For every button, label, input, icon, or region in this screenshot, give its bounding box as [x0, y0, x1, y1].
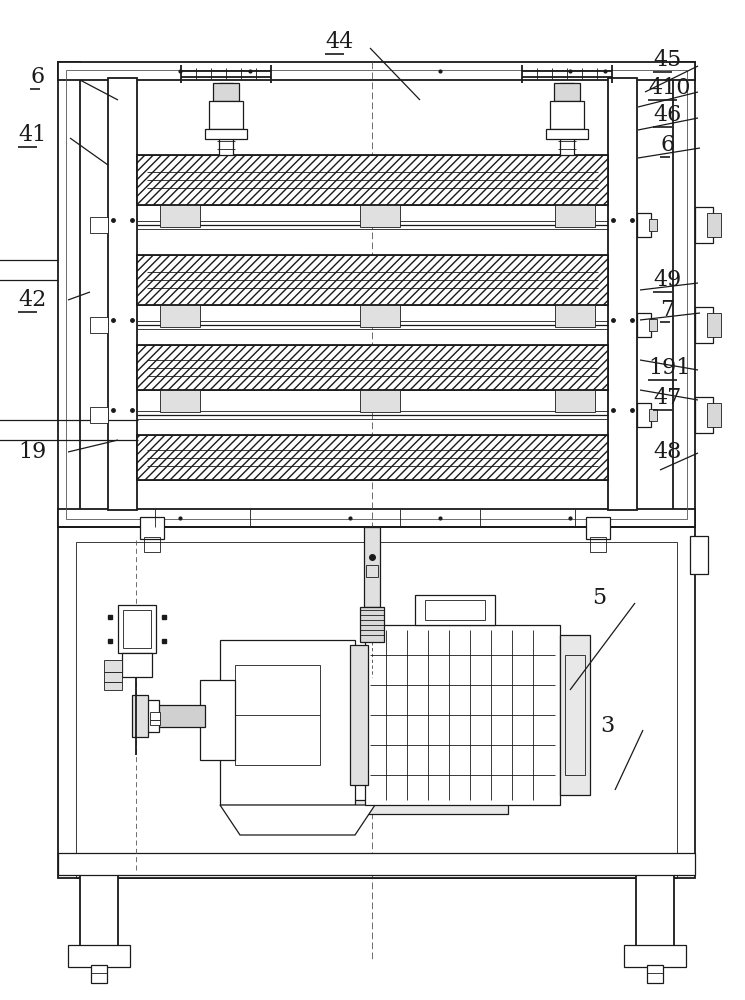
Bar — [238, 800, 508, 814]
Text: 49: 49 — [653, 269, 681, 291]
Bar — [360, 205, 400, 227]
Bar — [637, 213, 651, 237]
Bar — [160, 390, 200, 412]
Bar — [590, 537, 606, 552]
Text: 19: 19 — [18, 441, 46, 463]
Bar — [366, 565, 378, 577]
Bar — [90, 317, 108, 333]
Text: 47: 47 — [653, 387, 681, 409]
Bar — [586, 517, 610, 539]
Bar — [137, 255, 608, 305]
Bar — [637, 313, 651, 337]
Bar — [150, 712, 160, 720]
Bar — [91, 965, 107, 983]
Bar — [58, 853, 695, 875]
Bar — [118, 605, 156, 653]
Bar — [137, 345, 608, 390]
Bar — [707, 213, 721, 237]
Bar — [155, 705, 205, 727]
Bar — [219, 83, 233, 155]
Bar — [555, 205, 595, 227]
Bar — [695, 307, 713, 343]
Bar — [66, 70, 687, 519]
Bar — [649, 319, 657, 331]
Bar — [360, 607, 384, 642]
Bar — [76, 542, 677, 878]
Bar — [649, 409, 657, 421]
Text: 7: 7 — [660, 299, 674, 321]
Bar — [690, 536, 708, 574]
Bar — [200, 680, 235, 760]
Bar — [364, 527, 380, 607]
Bar — [150, 720, 160, 725]
Bar — [58, 527, 695, 878]
Bar — [695, 397, 713, 433]
Bar — [555, 305, 595, 327]
Text: 3: 3 — [600, 715, 614, 737]
Bar — [209, 101, 243, 129]
Text: 410: 410 — [648, 77, 691, 99]
Bar — [565, 655, 585, 775]
Text: 6: 6 — [660, 134, 674, 156]
Bar — [104, 682, 122, 690]
Bar — [360, 305, 400, 327]
Bar — [707, 403, 721, 427]
Bar — [555, 390, 595, 412]
Bar — [608, 78, 637, 510]
Bar — [647, 965, 663, 983]
Text: 46: 46 — [653, 104, 681, 126]
Bar — [550, 101, 584, 129]
Bar — [220, 640, 355, 805]
Bar — [235, 665, 320, 765]
Bar — [144, 537, 160, 552]
Text: 191: 191 — [648, 357, 691, 379]
Bar — [90, 217, 108, 233]
Bar — [350, 645, 368, 785]
Bar — [649, 219, 657, 231]
Bar — [80, 873, 118, 950]
Bar — [104, 660, 122, 672]
Bar — [90, 407, 108, 423]
Bar — [58, 62, 695, 80]
Bar — [213, 83, 239, 101]
Text: 5: 5 — [592, 587, 606, 609]
Bar — [360, 390, 400, 412]
Polygon shape — [220, 805, 375, 835]
Bar — [145, 700, 159, 732]
Text: 45: 45 — [653, 49, 681, 71]
Bar — [137, 155, 608, 205]
Bar — [546, 129, 588, 139]
Bar — [560, 83, 574, 155]
Bar — [140, 517, 164, 539]
Bar — [132, 695, 148, 737]
Bar — [707, 313, 721, 337]
Bar — [637, 403, 651, 427]
Text: 6: 6 — [30, 66, 44, 88]
Bar — [673, 62, 695, 527]
Bar — [68, 945, 130, 967]
Bar — [365, 625, 560, 805]
Bar — [415, 595, 495, 625]
Bar — [123, 610, 151, 648]
Bar — [425, 600, 485, 620]
Text: 42: 42 — [18, 289, 46, 311]
Bar — [205, 129, 247, 139]
Bar — [58, 62, 80, 527]
Text: 41: 41 — [18, 124, 46, 146]
Text: 44: 44 — [325, 31, 353, 53]
Bar — [636, 873, 674, 950]
Text: 48: 48 — [653, 441, 682, 463]
Bar — [108, 78, 137, 510]
Bar — [695, 207, 713, 243]
Bar — [160, 205, 200, 227]
Bar — [560, 635, 590, 795]
Bar — [104, 672, 122, 682]
Bar — [160, 305, 200, 327]
Bar — [58, 509, 695, 527]
Bar — [137, 435, 608, 480]
Bar — [624, 945, 686, 967]
Bar — [122, 653, 152, 677]
Bar — [554, 83, 580, 101]
